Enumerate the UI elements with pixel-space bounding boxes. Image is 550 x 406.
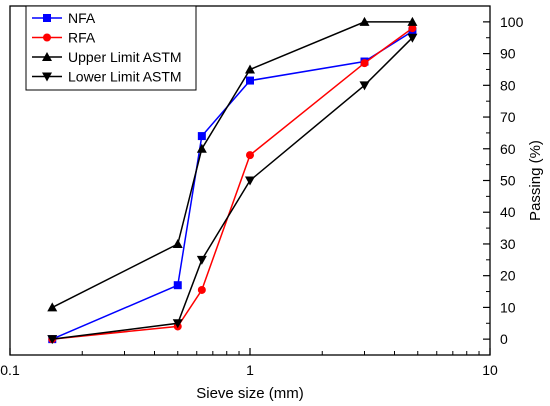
data-point-triangle-down (245, 176, 255, 186)
y-axis-ticks: 0 10 20 30 40 50 60 70 80 90 100 (483, 14, 524, 347)
data-point-triangle-down (172, 319, 183, 329)
data-point-triangle-down (42, 72, 52, 82)
legend-label: RFA (68, 30, 96, 46)
y-tick-label: 70 (500, 109, 516, 125)
series-line (52, 27, 413, 340)
y-tick-label: 60 (500, 141, 516, 157)
legend-label: Upper Limit ASTM (68, 49, 182, 65)
data-point-circle (197, 285, 206, 294)
data-point-triangle-up (245, 64, 255, 74)
legend-item: Upper Limit ASTM (32, 49, 182, 65)
series-line (52, 37, 413, 340)
data-point-triangle-down (196, 255, 207, 265)
x-axis-ticks: 0.1 1 10 (0, 348, 498, 378)
y-tick-label: 20 (500, 268, 516, 284)
x-tick-label: 0.1 (0, 362, 20, 378)
y-axis-label: Passing (%) (527, 140, 544, 221)
data-point-triangle-up (42, 52, 52, 61)
y-tick-label: 90 (500, 46, 516, 62)
y-tick-label: 40 (500, 204, 516, 220)
x-axis-label: Sieve size (mm) (196, 385, 304, 402)
data-point-square (43, 14, 51, 22)
y-tick-label: 0 (500, 331, 508, 347)
data-point-circle (360, 59, 369, 68)
data-point-circle (246, 151, 254, 160)
legend-label: NFA (68, 10, 96, 26)
y-tick-label: 100 (500, 14, 524, 30)
data-point-circle (408, 24, 417, 33)
data-point-square (173, 281, 182, 290)
data-point-triangle-up (359, 16, 370, 26)
y-tick-label: 80 (500, 77, 516, 93)
data-point-triangle-up (172, 238, 183, 248)
y-tick-label: 10 (500, 299, 516, 315)
y-tick-label: 30 (500, 236, 516, 252)
data-point-triangle-up (196, 143, 207, 153)
legend-item: RFA (32, 30, 96, 46)
data-point-square (197, 132, 206, 141)
series-upper-limit-astm (47, 16, 418, 312)
y-tick-label: 50 (500, 173, 516, 189)
series-line (51, 21, 413, 309)
legend: NFA RFA Upper Limit ASTM Lower Limit ASTM (25, 5, 197, 91)
legend-item: Lower Limit ASTM (32, 69, 182, 85)
data-point-triangle-up (47, 302, 58, 312)
data-point-circle (43, 33, 51, 42)
data-point-triangle-down (359, 81, 370, 91)
data-point-square (246, 76, 254, 85)
legend-item: NFA (32, 10, 96, 26)
x-tick-label: 10 (482, 362, 498, 378)
data-point-triangle-down (407, 33, 418, 43)
series-lower-limit-astm (47, 33, 418, 345)
data-point-triangle-down (47, 335, 58, 345)
data-point-triangle-up (407, 16, 418, 26)
x-tick-label: 1 (246, 362, 254, 378)
legend-label: Lower Limit ASTM (68, 69, 182, 85)
series-layer (47, 16, 418, 345)
